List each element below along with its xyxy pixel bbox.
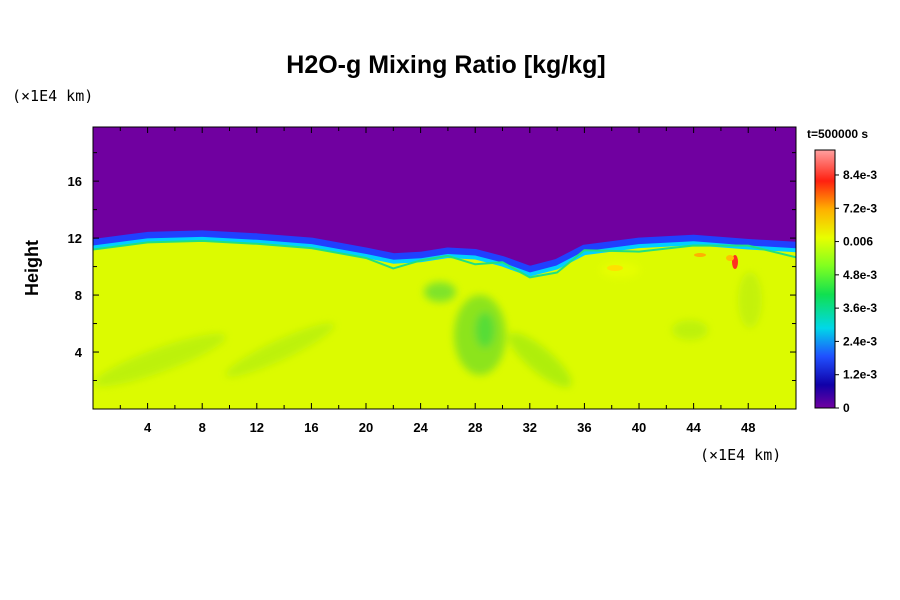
upper-dry-layer [93, 127, 796, 267]
colorbar-tick-label: 0 [843, 401, 850, 415]
x-axis: 4 8 12 16 20 24 28 32 36 40 44 48 [119, 127, 777, 435]
x-tick-label: 32 [523, 420, 537, 435]
y-tick-label: 8 [75, 288, 82, 303]
y-axis: 4 8 12 16 [68, 152, 796, 382]
colorbar-tick-label: 1.2e-3 [843, 368, 877, 382]
colorbar-tick-label: 2.4e-3 [843, 334, 877, 348]
x-tick-label: 36 [577, 420, 591, 435]
x-tick-label: 28 [468, 420, 482, 435]
colorbar-tick-label: 3.6e-3 [843, 301, 877, 315]
colorbar-tick-label: 8.4e-3 [843, 168, 877, 182]
x-tick-label: 40 [632, 420, 646, 435]
x-tick-label: 48 [741, 420, 755, 435]
moist-layer-texture [94, 262, 762, 388]
interface-band-green [93, 239, 796, 279]
colorbar-ticks: 8.4e-3 7.2e-3 0.006 4.8e-3 3.6e-3 2.4e-3 1.2e-… [835, 168, 877, 415]
x-tick-label: 4 [144, 420, 152, 435]
moist-plume-highlights [607, 253, 738, 271]
y-tick-label: 4 [75, 345, 83, 360]
plot-frame [92, 126, 797, 410]
colorbar: 8.4e-3 7.2e-3 0.006 4.8e-3 3.6e-3 2.4e-3 1.2e-… [814, 149, 877, 415]
x-tick-label: 20 [359, 420, 373, 435]
colorbar-tick-label: 0.006 [843, 235, 873, 249]
heatmap-field [93, 127, 796, 409]
x-tick-label: 16 [304, 420, 318, 435]
chart-title: H2O-g Mixing Ratio [kg/kg] [286, 51, 605, 79]
y-unit-label: (×1E4 km) [12, 87, 93, 105]
colorbar-tick-label: 4.8e-3 [843, 268, 877, 282]
interface-band-blue [93, 230, 796, 275]
interface-band-cyan [93, 236, 796, 277]
y-axis-label: Height [22, 240, 42, 296]
time-label: t=500000 s [807, 127, 868, 141]
colorbar-gradient [814, 149, 836, 409]
x-tick-label: 24 [413, 420, 428, 435]
y-tick-label: 12 [68, 231, 82, 246]
colorbar-tick-label: 7.2e-3 [843, 201, 877, 215]
x-unit-label: (×1E4 km) [700, 446, 781, 464]
x-tick-label: 44 [686, 420, 701, 435]
y-tick-label: 16 [68, 174, 82, 189]
x-tick-label: 12 [250, 420, 264, 435]
x-tick-label: 8 [199, 420, 206, 435]
